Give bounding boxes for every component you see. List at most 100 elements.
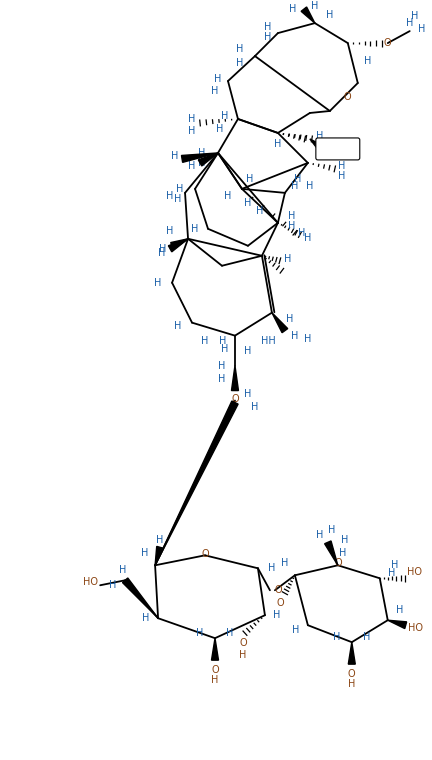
Text: H: H xyxy=(244,388,251,398)
Polygon shape xyxy=(123,578,158,618)
Text: H: H xyxy=(348,679,356,689)
Text: H: H xyxy=(251,401,259,411)
Text: H: H xyxy=(159,248,166,258)
Text: H: H xyxy=(288,211,295,221)
Text: H: H xyxy=(286,314,294,324)
Text: H: H xyxy=(120,565,127,575)
Text: H: H xyxy=(284,254,292,264)
Text: O: O xyxy=(344,92,352,102)
Text: H: H xyxy=(396,605,403,616)
Text: H: H xyxy=(236,58,244,68)
Polygon shape xyxy=(171,239,188,249)
Text: H: H xyxy=(188,161,196,171)
Text: H: H xyxy=(244,346,251,356)
Text: H: H xyxy=(289,4,297,14)
Polygon shape xyxy=(232,366,238,391)
Polygon shape xyxy=(324,541,338,565)
Text: O: O xyxy=(211,665,219,675)
Polygon shape xyxy=(310,139,324,151)
Text: H: H xyxy=(166,191,174,201)
Text: H: H xyxy=(191,223,199,234)
Text: H: H xyxy=(256,206,264,216)
Polygon shape xyxy=(272,312,288,333)
Text: H: H xyxy=(211,86,219,96)
Text: H: H xyxy=(341,535,349,546)
Text: H: H xyxy=(224,191,232,201)
Text: Obs: Obs xyxy=(334,144,350,154)
Text: H: H xyxy=(316,530,324,540)
Text: H: H xyxy=(264,22,272,32)
Text: H: H xyxy=(198,148,206,158)
Text: H: H xyxy=(418,24,426,34)
Text: H: H xyxy=(159,244,167,254)
Polygon shape xyxy=(168,239,188,252)
Text: H: H xyxy=(292,625,299,635)
Text: H: H xyxy=(156,535,164,546)
Text: H: H xyxy=(288,221,295,231)
Polygon shape xyxy=(198,153,218,166)
Text: HO: HO xyxy=(83,578,98,587)
Text: O: O xyxy=(348,669,356,679)
Polygon shape xyxy=(388,620,407,629)
Text: H: H xyxy=(244,198,251,207)
Polygon shape xyxy=(155,546,163,565)
Text: HO: HO xyxy=(408,623,423,633)
Text: H: H xyxy=(304,233,311,242)
Text: H: H xyxy=(236,44,244,54)
Text: H: H xyxy=(154,277,162,288)
Text: H: H xyxy=(246,174,254,184)
Text: H: H xyxy=(391,560,398,570)
Text: H: H xyxy=(294,174,302,184)
Text: H: H xyxy=(221,344,229,353)
Text: O: O xyxy=(274,585,282,595)
FancyBboxPatch shape xyxy=(316,138,360,160)
Text: H: H xyxy=(339,548,346,559)
Polygon shape xyxy=(181,153,218,163)
Text: H: H xyxy=(411,11,418,21)
Text: H: H xyxy=(311,2,318,11)
Text: H: H xyxy=(141,548,149,559)
Text: H: H xyxy=(239,650,247,660)
Text: H: H xyxy=(264,32,272,42)
Text: H: H xyxy=(216,124,224,134)
Text: H: H xyxy=(363,632,371,642)
Text: H: H xyxy=(274,139,282,149)
Text: H: H xyxy=(333,632,340,642)
Text: HO: HO xyxy=(407,567,422,578)
Text: H: H xyxy=(166,226,174,236)
Text: H: H xyxy=(201,336,209,346)
Text: O: O xyxy=(239,638,247,648)
Text: H: H xyxy=(406,18,413,28)
Text: H: H xyxy=(306,181,314,191)
Text: H: H xyxy=(316,131,324,141)
Text: H: H xyxy=(328,525,336,535)
Text: H: H xyxy=(326,10,334,20)
Text: H: H xyxy=(211,675,219,685)
Text: H: H xyxy=(298,228,305,238)
Text: H: H xyxy=(338,171,346,181)
Text: H: H xyxy=(188,126,196,136)
Text: H: H xyxy=(175,321,182,331)
Polygon shape xyxy=(348,642,355,664)
Text: H: H xyxy=(388,568,395,578)
Text: H: H xyxy=(188,114,196,124)
Text: H: H xyxy=(221,111,229,121)
Text: H: H xyxy=(226,629,234,638)
Text: O: O xyxy=(231,394,239,404)
Text: H: H xyxy=(176,184,184,194)
Text: H: H xyxy=(196,629,204,638)
Text: H: H xyxy=(364,56,372,66)
Polygon shape xyxy=(301,7,315,23)
Polygon shape xyxy=(212,638,219,660)
Text: H: H xyxy=(198,158,206,168)
Text: H: H xyxy=(218,360,226,371)
Text: H: H xyxy=(338,161,346,171)
Text: H: H xyxy=(291,331,299,340)
Text: O: O xyxy=(201,549,209,559)
Text: H: H xyxy=(219,336,227,346)
Polygon shape xyxy=(155,401,238,565)
Text: H: H xyxy=(218,374,226,384)
Text: H: H xyxy=(172,151,179,161)
Text: H: H xyxy=(273,610,281,620)
Text: O: O xyxy=(334,559,342,568)
